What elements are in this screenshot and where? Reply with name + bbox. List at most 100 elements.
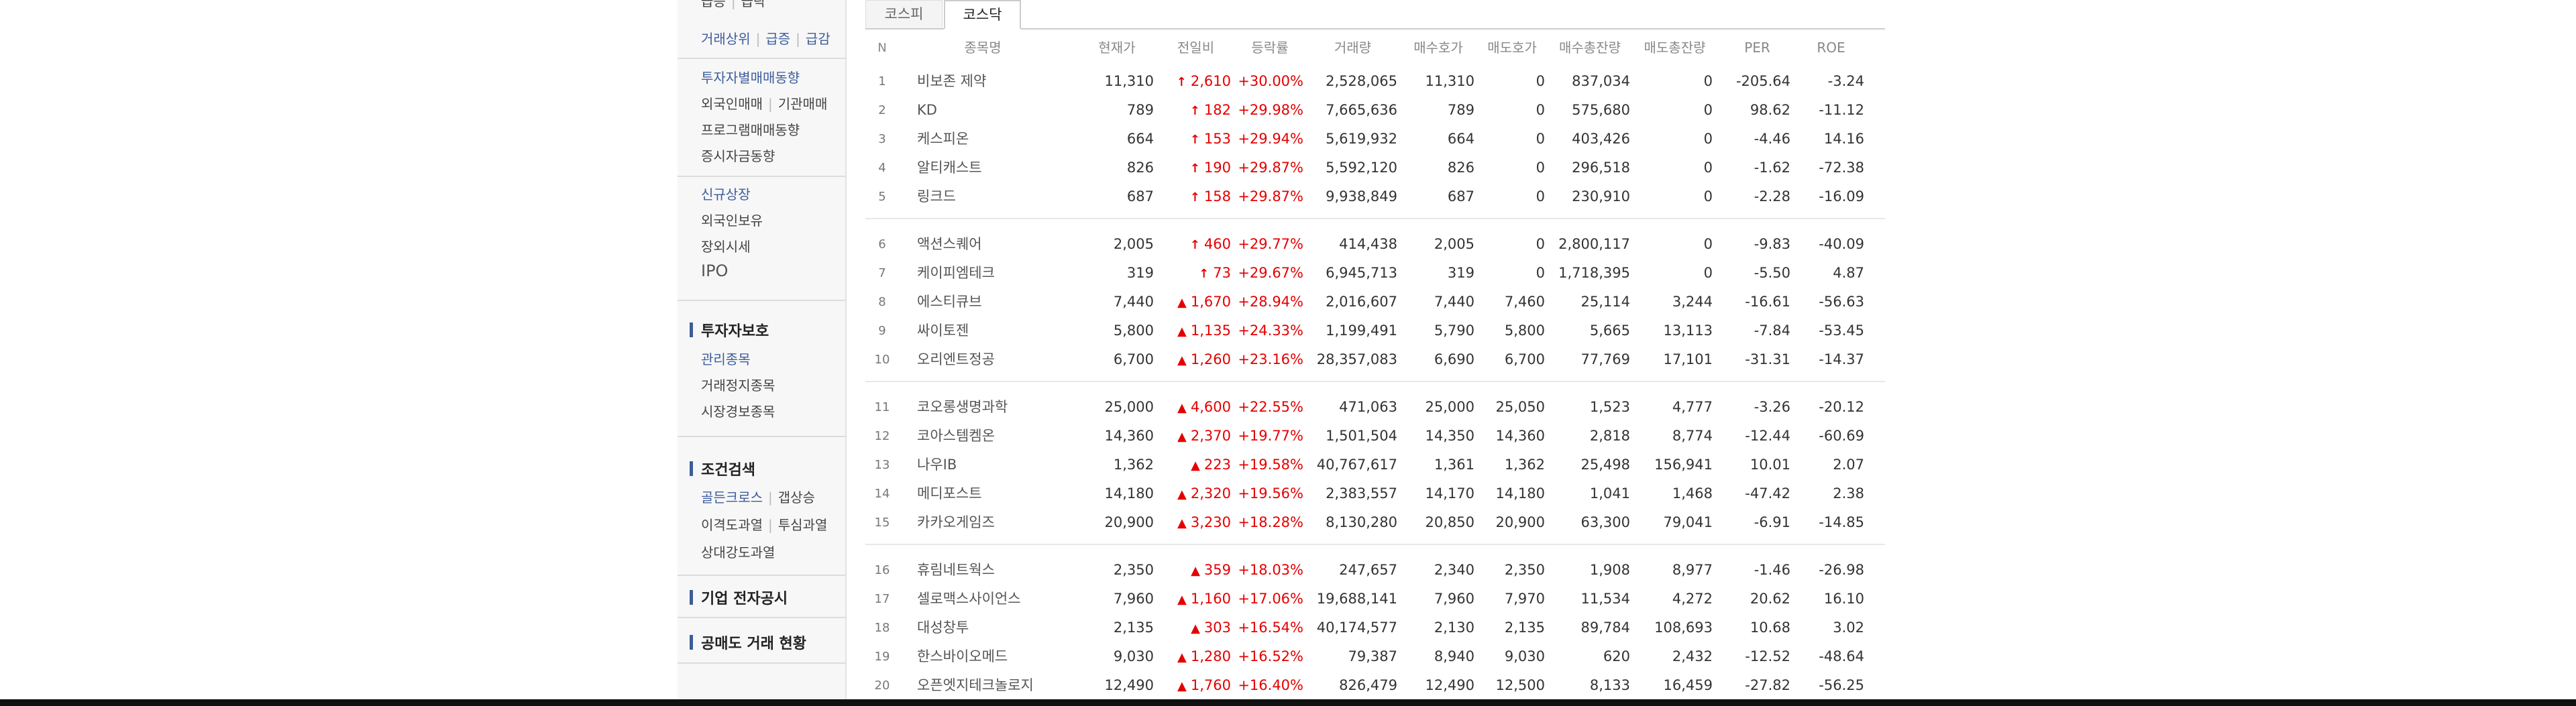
stock-name-link[interactable]: 링크드 (917, 188, 956, 204)
stock-name-link[interactable]: 메디포스트 (917, 485, 982, 502)
price-cell: 14,180 (1104, 485, 1154, 502)
table-row: 16 휴림네트웍스 2,350 ▲ 359 +18.03% 247,657 2,340 2,35… (865, 556, 1885, 585)
ask-cell: 0 (1536, 188, 1545, 204)
sidebar-link-plunge[interactable]: 급락 (741, 0, 766, 9)
stock-name-link[interactable]: 오리엔트정공 (917, 351, 995, 367)
sidebar-link-otc-prices[interactable]: 장외시세 (701, 239, 751, 255)
change-value: 1,760 (1190, 677, 1231, 693)
volume-cell: 1,501,504 (1326, 428, 1397, 444)
price-cell: 11,310 (1104, 73, 1154, 89)
sidebar-link-foreign-holding[interactable]: 외국인보유 (701, 213, 763, 229)
roe-cell: -56.63 (1819, 294, 1864, 310)
sidebar-link-golden-cross[interactable]: 골든크로스 (701, 489, 763, 506)
stock-name-link[interactable]: 오픈엣지테크놀로지 (917, 677, 1034, 693)
sidebar-link-volume-surge[interactable]: 급증 (765, 31, 791, 47)
stock-name-link[interactable]: 에스티큐브 (917, 294, 982, 310)
sidebar: 급등 | 급락 거래상위 | 급증 | 급감 투자자별매매동향 외국인매매 | 기관매매 프로그… (678, 0, 847, 706)
sidebar-link-institution-trading[interactable]: 기관매매 (777, 96, 828, 112)
sidebar-link-relative-strength[interactable]: 상대강도과열 (701, 544, 775, 561)
price-cell: 6,700 (1113, 351, 1154, 367)
ask-cell: 25,050 (1495, 399, 1545, 415)
change-value: 153 (1203, 131, 1231, 147)
table-row: 10 오리엔트정공 6,700 ▲ 1,260 +23.16% 28,357,083 6,69… (865, 345, 1885, 374)
up-triangle-icon: ▲ (1177, 401, 1187, 415)
volume-cell: 7,665,636 (1326, 102, 1397, 118)
ask-total-cell: 4,272 (1672, 591, 1713, 607)
roe-cell: 2.07 (1833, 457, 1864, 473)
per-cell: -47.42 (1745, 485, 1790, 502)
sidebar-link-new-listing[interactable]: 신규상장 (701, 186, 751, 202)
stock-name-link[interactable]: 케이피엠테크 (917, 265, 995, 281)
sidebar-section-investor-protection[interactable]: 투자자보호 (701, 323, 769, 340)
col-header-ask: 매도호가 (1487, 40, 1537, 56)
sidebar-divider (678, 58, 845, 59)
per-cell: 98.62 (1750, 102, 1790, 118)
sidebar-link-short-sale[interactable]: 공매도 거래 현황 (701, 636, 806, 652)
change-cell: ↑ 182 (1161, 96, 1231, 125)
change-cell: ▲ 1,160 (1161, 585, 1231, 614)
stock-name-link[interactable]: 카카오게임즈 (917, 514, 995, 530)
roe-cell: 2.38 (1833, 485, 1864, 502)
stock-name-link[interactable]: 케스피온 (917, 131, 969, 147)
col-header-volume: 거래량 (1334, 40, 1372, 56)
sidebar-link-sentiment-overheat[interactable]: 투심과열 (777, 517, 828, 533)
change-cell: ▲ 4,600 (1161, 393, 1231, 422)
per-cell: 10.68 (1750, 620, 1790, 636)
per-cell: -31.31 (1745, 351, 1790, 367)
sidebar-link-row-cut: 급등 | 급락 (701, 0, 765, 10)
ask-cell: 7,460 (1504, 294, 1545, 310)
change-value: 2,370 (1190, 428, 1231, 444)
bid-total-cell: 620 (1603, 648, 1630, 664)
change-value: 182 (1203, 102, 1231, 118)
rank-cell: 16 (874, 563, 890, 577)
rate-cell: +29.98% (1238, 102, 1303, 118)
sidebar-section-condition-search[interactable]: 조건검색 (701, 462, 755, 479)
change-value: 4,600 (1190, 399, 1231, 415)
bid-total-cell: 1,041 (1589, 485, 1630, 502)
price-cell: 7,960 (1113, 591, 1154, 607)
rank-cell: 9 (878, 324, 886, 338)
rate-cell: +16.52% (1238, 648, 1303, 664)
stock-name-link[interactable]: 휴림네트웍스 (917, 562, 995, 578)
tab-kosdaq[interactable]: 코스닥 (944, 0, 1021, 30)
stock-name-link[interactable]: 비보존 제약 (917, 73, 987, 89)
sidebar-link-managed-stocks[interactable]: 관리종목 (701, 351, 751, 367)
price-cell: 7,440 (1113, 294, 1154, 310)
stock-name-link[interactable]: 나우IB (917, 457, 957, 473)
stock-name-link[interactable]: 코오롱생명과학 (917, 399, 1008, 415)
rank-cell: 13 (874, 458, 890, 472)
sidebar-link-market-alert[interactable]: 시장경보종목 (701, 404, 775, 420)
sidebar-link-disparity-overheat[interactable]: 이격도과열 (701, 517, 763, 533)
change-cell: ▲ 1,760 (1161, 671, 1231, 701)
stock-name-link[interactable]: 알티캐스트 (917, 160, 982, 176)
change-value: 3,230 (1190, 514, 1231, 530)
sidebar-link-ipo[interactable]: IPO (701, 261, 729, 280)
rank-cell: 4 (878, 161, 886, 175)
sidebar-link-surge[interactable]: 급등 (701, 0, 726, 9)
tab-kospi[interactable]: 코스피 (865, 0, 943, 28)
sidebar-link-program-trading[interactable]: 프로그램매매동향 (701, 122, 800, 138)
stock-name-link[interactable]: 대성창투 (917, 620, 969, 636)
sidebar-link-halted-stocks[interactable]: 거래정지종목 (701, 377, 775, 394)
ask-total-cell: 1,468 (1672, 485, 1713, 502)
stock-name-link[interactable]: 싸이토젠 (917, 322, 969, 339)
sidebar-link-investor-trends[interactable]: 투자자별매매동향 (701, 70, 800, 86)
stock-name-link[interactable]: KD (917, 102, 937, 118)
sidebar-link-foreign-trading[interactable]: 외국인매매 (701, 96, 763, 112)
change-value: 1,135 (1190, 322, 1231, 339)
rate-cell: +22.55% (1238, 399, 1303, 415)
sidebar-link-market-funds[interactable]: 증시자금동향 (701, 148, 775, 164)
stock-name-link[interactable]: 셀로맥스사이언스 (917, 591, 1021, 607)
per-cell: -27.82 (1745, 677, 1790, 693)
sidebar-link-disclosure[interactable]: 기업 전자공시 (701, 591, 788, 607)
stock-name-link[interactable]: 한스바이오메드 (917, 648, 1008, 664)
sidebar-link-top-volume[interactable]: 거래상위 (701, 31, 751, 47)
rank-cell: 2 (878, 103, 886, 117)
stock-name-link[interactable]: 코아스템켐온 (917, 428, 995, 444)
ask-total-cell: 0 (1703, 265, 1713, 281)
stock-name-link[interactable]: 액션스퀘어 (917, 236, 982, 252)
sidebar-link-gap-up[interactable]: 갭상승 (777, 489, 815, 506)
table-row: 1 비보존 제약 11,310 ↑ 2,610 +30.00% 2,528,065 11,31… (865, 67, 1885, 96)
sidebar-link-volume-drop[interactable]: 급감 (805, 31, 830, 47)
bid-cell: 2,340 (1434, 562, 1474, 578)
